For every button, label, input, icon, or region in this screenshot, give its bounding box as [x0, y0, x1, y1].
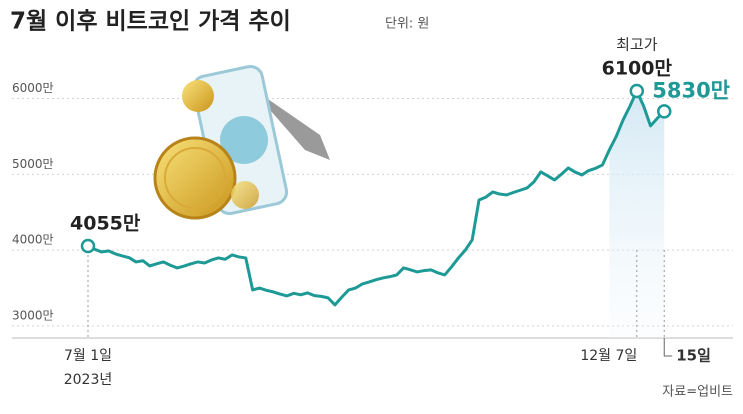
tick-bracket — [663, 338, 673, 357]
x-tick-label: 12월 7일 — [580, 348, 637, 364]
point — [656, 104, 672, 119]
chart-subtitle: 단위: 원 — [385, 17, 429, 32]
value-label: 6100만 — [602, 57, 673, 79]
y-tick-label: 6000만 — [12, 81, 54, 95]
area — [609, 90, 665, 338]
point — [629, 83, 645, 99]
coin — [153, 136, 237, 220]
coin — [182, 80, 214, 112]
x-tick-label: 15일 — [676, 347, 711, 365]
bitcoin-illustration — [153, 64, 330, 220]
y-tick-label: 5000만 — [12, 157, 54, 171]
coin — [231, 181, 259, 209]
y-tick-label: 3000만 — [12, 308, 54, 322]
source: 자료=업비트 — [662, 385, 733, 400]
coin — [220, 116, 268, 164]
price-line — [87, 89, 666, 307]
x-year-label: 2023년 — [64, 372, 113, 388]
chart-title: 7월 이후 비트코인 가격 추이 — [10, 9, 291, 35]
value-label: 5830만 — [652, 78, 730, 102]
point — [80, 238, 96, 254]
coin-rim — [164, 147, 226, 209]
value-label: 4055만 — [70, 212, 141, 234]
y-tick-label: 4000만 — [12, 233, 54, 247]
annotation-note: 최고가 — [616, 35, 658, 53]
x-tick-label: 7월 1일 — [64, 348, 112, 364]
